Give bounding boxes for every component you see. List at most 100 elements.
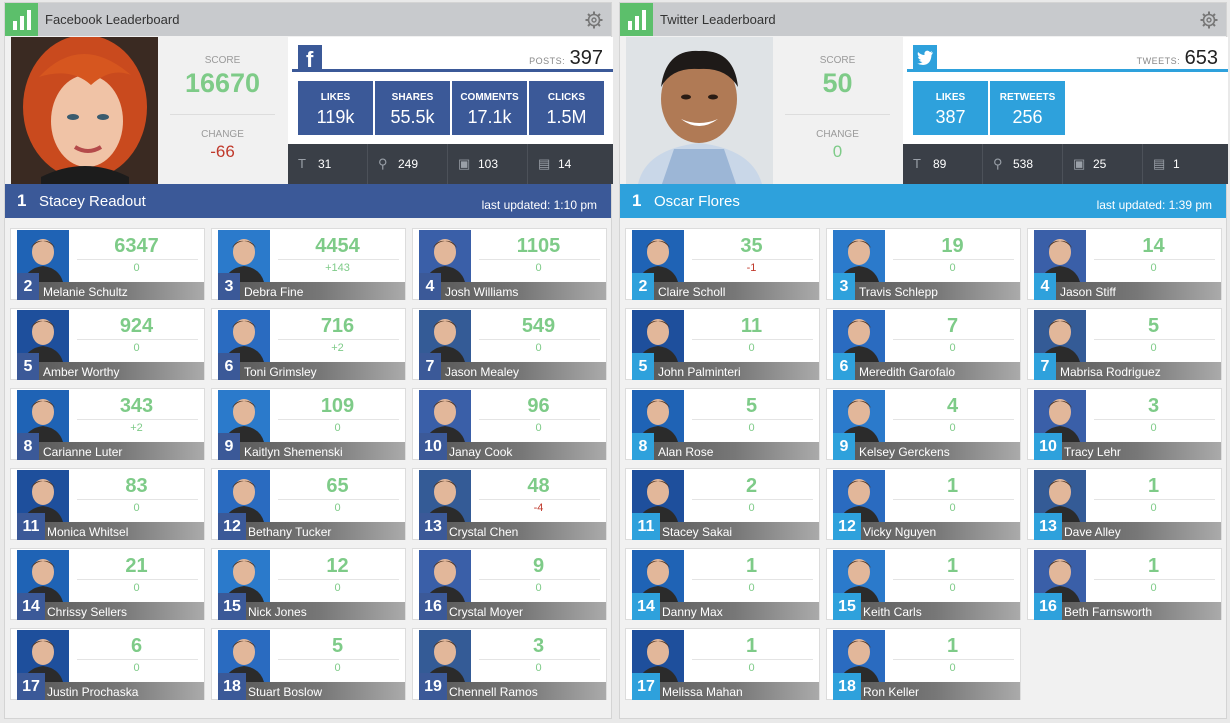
entry-change: 0 — [535, 422, 542, 434]
leaderboard-card[interactable]: 1 0 15 Keith Carls — [826, 548, 1021, 620]
entry-score: 1 — [946, 475, 959, 497]
leaderboard-card[interactable]: 1 0 12 Vicky Nguyen — [826, 468, 1021, 540]
last-updated: last updated: 1:39 pm — [1096, 198, 1212, 212]
leaderboard-card[interactable]: 1105 0 4 Josh Williams — [412, 228, 607, 300]
leaderboard-card[interactable]: 5 0 18 Stuart Boslow — [211, 628, 406, 700]
entry-score: 1 — [946, 555, 959, 577]
shares-stat: SHARES 55.5k — [375, 81, 450, 135]
entry-name: John Palminteri — [658, 365, 741, 379]
leaderboard-card[interactable]: 5 0 7 Mabrisa Rodriguez — [1027, 308, 1222, 380]
avatar — [1034, 230, 1086, 282]
entry-change: 0 — [133, 342, 140, 354]
leaderboard-card[interactable]: 1 0 18 Ron Keller — [826, 628, 1021, 700]
entry-name: Melissa Mahan — [662, 685, 743, 699]
leaderboard-card[interactable]: 716 +2 6 Toni Grimsley — [211, 308, 406, 380]
entry-name: Toni Grimsley — [244, 365, 317, 379]
leaderboard-card[interactable]: 48 -4 13 Crystal Chen — [412, 468, 607, 540]
leaderboard-card[interactable]: 9 0 16 Crystal Moyer — [412, 548, 607, 620]
entry-name: Chennell Ramos — [449, 685, 538, 699]
leaderboard-card[interactable]: 6347 0 2 Melanie Schultz — [10, 228, 205, 300]
entry-score: 1 — [745, 555, 758, 577]
entry-score: 35 — [740, 235, 763, 257]
rank-badge: 4 — [1034, 273, 1056, 300]
rank-badge: 14 — [632, 593, 660, 620]
entry-change: 0 — [334, 422, 341, 434]
entry-name: Ron Keller — [863, 685, 920, 699]
leaderboard-card[interactable]: 21 0 14 Chrissy Sellers — [10, 548, 205, 620]
entry-name: Travis Schlepp — [859, 285, 938, 299]
leaderboard-card[interactable]: 83 0 11 Monica Whitsel — [10, 468, 205, 540]
leaderboard-card[interactable]: 924 0 5 Amber Worthy — [10, 308, 205, 380]
entry-change: 0 — [1150, 582, 1157, 594]
leaderboard-card[interactable]: 14 0 4 Jason Stiff — [1027, 228, 1222, 300]
rank-badge: 7 — [419, 353, 441, 380]
rank-badge: 4 — [419, 273, 441, 300]
entry-name: Janay Cook — [449, 445, 513, 459]
leaderboard-card[interactable]: 2 0 11 Stacey Sakai — [625, 468, 820, 540]
tweets-label: TWEETS: — [1136, 56, 1181, 66]
entry-score: 1 — [1147, 475, 1160, 497]
entry-score: 1105 — [516, 235, 561, 257]
rank-badge: 2 — [17, 273, 39, 300]
leaderboard-card[interactable]: 3 0 19 Chennell Ramos — [412, 628, 607, 700]
entry-score: 1 — [946, 635, 959, 657]
leaderboard-card[interactable]: 1 0 17 Melissa Mahan — [625, 628, 820, 700]
leaderboard-card[interactable]: 4 0 9 Kelsey Gerckens — [826, 388, 1021, 460]
entry-change: 0 — [133, 502, 140, 514]
entry-score: 21 — [125, 555, 148, 577]
entry-score: 65 — [326, 475, 349, 497]
leaderboard-card[interactable]: 35 -1 2 Claire Scholl — [625, 228, 820, 300]
leaderboard-card[interactable]: 109 0 9 Kaitlyn Shemenski — [211, 388, 406, 460]
photo-icon: ▣ — [1073, 156, 1086, 171]
leaderboard-card[interactable]: 343 +2 8 Carianne Luter — [10, 388, 205, 460]
entry-change: 0 — [949, 582, 956, 594]
social-stats: TWEETS: 653 LIKES 387 RETWEETS 256 T 89 ⚲ 53… — [903, 37, 1228, 184]
leaderboard-card[interactable]: 7 0 6 Meredith Garofalo — [826, 308, 1021, 380]
entry-name: Meredith Garofalo — [859, 365, 956, 379]
leaderboard-card[interactable]: 65 0 12 Bethany Tucker — [211, 468, 406, 540]
retweets-stat: RETWEETS 256 — [990, 81, 1065, 135]
link-icon: ⚲ — [993, 156, 1003, 171]
entry-score: 924 — [119, 315, 154, 337]
leaderboard-card[interactable]: 12 0 15 Nick Jones — [211, 548, 406, 620]
avatar — [218, 310, 270, 362]
leaderboard-card[interactable]: 96 0 10 Janay Cook — [412, 388, 607, 460]
entry-score: 109 — [320, 395, 355, 417]
entry-name: Melanie Schultz — [43, 285, 128, 299]
leaderboard-card[interactable]: 3 0 10 Tracy Lehr — [1027, 388, 1222, 460]
posts-count: 397 — [569, 47, 603, 69]
rank-badge: 7 — [1034, 353, 1056, 380]
leaderboard-card[interactable]: 19 0 3 Travis Schlepp — [826, 228, 1021, 300]
leaderboard-card[interactable]: 1 0 13 Dave Alley — [1027, 468, 1222, 540]
entry-score: 1 — [1147, 555, 1160, 577]
entry-change: 0 — [949, 502, 956, 514]
likes-stat: LIKES 119k — [298, 81, 373, 135]
rank-badge: 8 — [632, 433, 654, 460]
entry-change: -4 — [533, 502, 544, 514]
entry-name: Crystal Chen — [449, 525, 519, 539]
leaderboard-card[interactable]: 4454 +143 3 Debra Fine — [211, 228, 406, 300]
leaderboard-card[interactable]: 6 0 17 Justin Prochaska — [10, 628, 205, 700]
score-box: SCORE 16670 CHANGE -66 — [158, 37, 287, 184]
rank-badge: 17 — [17, 673, 45, 700]
leaderboard-card[interactable]: 1 0 14 Danny Max — [625, 548, 820, 620]
rank-badge: 18 — [833, 673, 861, 700]
gear-icon[interactable] — [585, 11, 603, 29]
leaderboard-card[interactable]: 1 0 16 Beth Farnsworth — [1027, 548, 1222, 620]
leaderboard-card[interactable]: 5 0 8 Alan Rose — [625, 388, 820, 460]
entry-name: Dave Alley — [1064, 525, 1121, 539]
entry-name: Kaitlyn Shemenski — [244, 445, 343, 459]
entry-name: Bethany Tucker — [248, 525, 332, 539]
entry-score: 6347 — [114, 235, 159, 257]
video-icon: ▤ — [538, 156, 551, 171]
entry-score: 5 — [1147, 315, 1160, 337]
rank-badge: 10 — [419, 433, 447, 460]
entry-change: 0 — [748, 502, 755, 514]
rank-badge: 15 — [218, 593, 246, 620]
twitter-logo-icon — [913, 45, 937, 69]
entry-score: 9 — [532, 555, 545, 577]
entry-name: Crystal Moyer — [449, 605, 524, 619]
gear-icon[interactable] — [1200, 11, 1218, 29]
leaderboard-card[interactable]: 11 0 5 John Palminteri — [625, 308, 820, 380]
leaderboard-card[interactable]: 549 0 7 Jason Mealey — [412, 308, 607, 380]
